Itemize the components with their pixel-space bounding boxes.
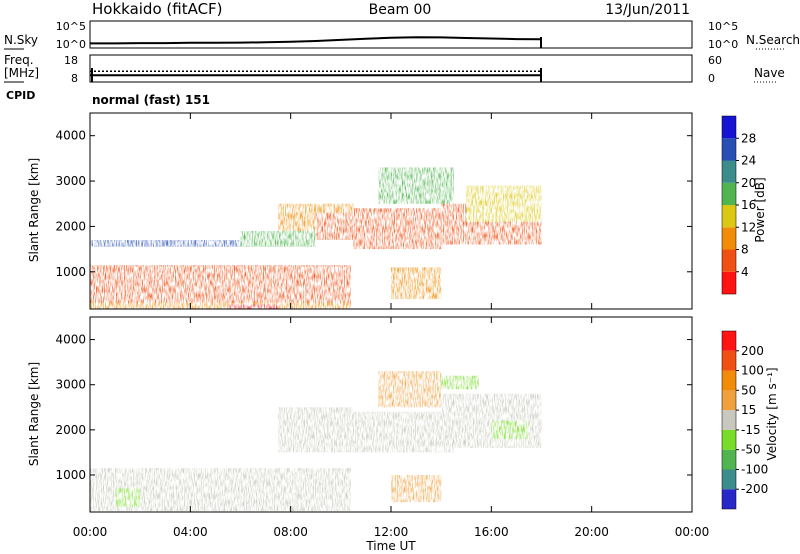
velocity-heatmap xyxy=(90,371,542,512)
colorbar-segment xyxy=(722,205,736,228)
velocity-ylabel: Slant Range [km] xyxy=(27,362,41,466)
ytick-label: 2000 xyxy=(55,219,86,233)
xtick-label: 16:00 xyxy=(474,525,509,539)
nave-tick-bottom-right: 0 xyxy=(708,72,715,85)
heatmap-region xyxy=(90,240,241,247)
mhz-label: [MHz] xyxy=(4,66,39,80)
heatmap-region xyxy=(491,420,529,439)
power-colorbar: 4 8 12 16 20 24 28 xyxy=(721,115,756,295)
colorbar-tick-label: 4 xyxy=(741,265,749,279)
time-axis-label: Time UT xyxy=(365,539,416,553)
colorbar-segment xyxy=(722,138,736,161)
noise-tick-bottom-left: 10^0 xyxy=(56,38,86,51)
ytick-label: 1000 xyxy=(55,265,86,279)
noise-tick-top-right: 10^5 xyxy=(708,20,738,33)
colorbar-tick-label: 16 xyxy=(741,198,756,212)
colorbar-tick-label: 28 xyxy=(741,131,756,145)
colorbar-segment xyxy=(722,160,736,183)
colorbar-tick-label: 15 xyxy=(741,403,756,417)
colorbar-tick-label: 20 xyxy=(741,176,756,190)
colorbar-segment xyxy=(722,227,736,250)
ytick-label: 3000 xyxy=(55,174,86,188)
heatmap-region xyxy=(228,304,279,309)
nsearch-label: N.Search xyxy=(746,33,800,47)
colorbar-tick-label: -15 xyxy=(741,423,761,437)
heatmap-region xyxy=(90,265,351,309)
colorbar-segment xyxy=(722,370,736,391)
xtick-label: 08:00 xyxy=(273,525,308,539)
cpid-label: CPID xyxy=(6,89,35,102)
velocity-yaxis: 1000 2000 3000 4000 xyxy=(55,333,692,482)
colorbar-segment xyxy=(722,350,736,371)
velocity-colorbar: 200 100 50 15 -15 -50 -100 -200 xyxy=(721,330,768,510)
power-heatmap xyxy=(90,167,542,309)
beam-title: Beam 00 xyxy=(369,2,432,18)
colorbar-tick-label: 100 xyxy=(741,364,764,378)
heatmap-region xyxy=(240,231,316,247)
colorbar-tick-label: -50 xyxy=(741,443,761,457)
colorbar-segment xyxy=(722,182,736,206)
colorbar-segment xyxy=(722,449,736,470)
colorbar-tick-label: 8 xyxy=(741,243,749,257)
heatmap-region xyxy=(391,475,442,503)
frequency-panel: 18 8 60 0 xyxy=(64,54,722,85)
colorbar-tick-label: -100 xyxy=(741,462,768,476)
xtick-label: 00:00 xyxy=(73,525,108,539)
ytick-label: 4000 xyxy=(55,129,86,143)
colorbar-segment xyxy=(722,390,736,411)
noise-series-line xyxy=(90,36,542,45)
heatmap-region xyxy=(441,375,479,390)
heatmap-region xyxy=(353,411,454,453)
noise-panel: 10^5 10^0 10^5 10^0 xyxy=(56,20,738,51)
cpid-value: normal (fast) 151 xyxy=(92,93,210,107)
nsky-label: N.Sky xyxy=(4,33,38,47)
ytick-label: 4000 xyxy=(55,333,86,347)
heatmap-region xyxy=(378,371,442,408)
xtick-label: 20:00 xyxy=(574,525,609,539)
heatmap-region xyxy=(115,488,141,507)
time-axis: 00:00 04:00 08:00 12:00 16:00 20:00 00:00 xyxy=(73,113,710,539)
heatmap-region xyxy=(466,185,542,222)
colorbar-segment xyxy=(722,489,736,509)
noise-tick-bottom-right: 10^0 xyxy=(708,38,738,51)
freq-tick-bottom-left: 8 xyxy=(71,72,78,85)
freq-label: Freq. xyxy=(4,53,34,67)
ytick-label: 3000 xyxy=(55,378,86,392)
colorbar-segment xyxy=(722,331,736,351)
heatmap-region xyxy=(378,167,454,204)
power-colorbar-label: Power [dB] xyxy=(753,177,767,242)
colorbar-segment xyxy=(722,429,736,450)
heatmap-region xyxy=(353,208,442,250)
station-title: Hokkaido (fitACF) xyxy=(92,0,223,18)
colorbar-tick-label: 12 xyxy=(741,220,756,234)
date-title: 13/Jun/2011 xyxy=(605,2,690,18)
heatmap-region xyxy=(90,302,351,309)
nave-tick-top-right: 60 xyxy=(708,54,722,67)
velocity-panel: 1000 2000 3000 4000 Slant Range [km] xyxy=(27,316,693,513)
freq-tick-top-left: 18 xyxy=(64,54,78,67)
xtick-label: 04:00 xyxy=(173,525,208,539)
nave-label: Nave xyxy=(754,66,785,80)
noise-tick-top-left: 10^5 xyxy=(56,20,86,33)
power-ylabel: Slant Range [km] xyxy=(27,158,41,262)
colorbar-segment xyxy=(722,410,736,430)
xtick-label: 00:00 xyxy=(675,525,710,539)
xtick-label: 12:00 xyxy=(374,525,409,539)
velocity-colorbar-label: Velocity [m s⁻¹] xyxy=(765,367,779,460)
heatmap-region xyxy=(278,407,354,453)
power-yaxis: 1000 2000 3000 4000 xyxy=(55,129,692,279)
colorbar-segment xyxy=(722,116,736,139)
colorbar-segment xyxy=(722,469,736,490)
power-panel: 1000 2000 3000 4000 Slant Range [km] xyxy=(27,112,693,310)
colorbar-tick-label: 24 xyxy=(741,154,756,168)
colorbar-segment xyxy=(722,271,736,295)
colorbar-tick-label: -200 xyxy=(741,482,768,496)
colorbar-tick-label: 50 xyxy=(741,383,756,397)
ytick-label: 2000 xyxy=(55,423,86,437)
ytick-label: 1000 xyxy=(55,468,86,482)
heatmap-region xyxy=(391,267,442,300)
colorbar-segment xyxy=(722,249,736,272)
colorbar-tick-label: 200 xyxy=(741,344,764,358)
